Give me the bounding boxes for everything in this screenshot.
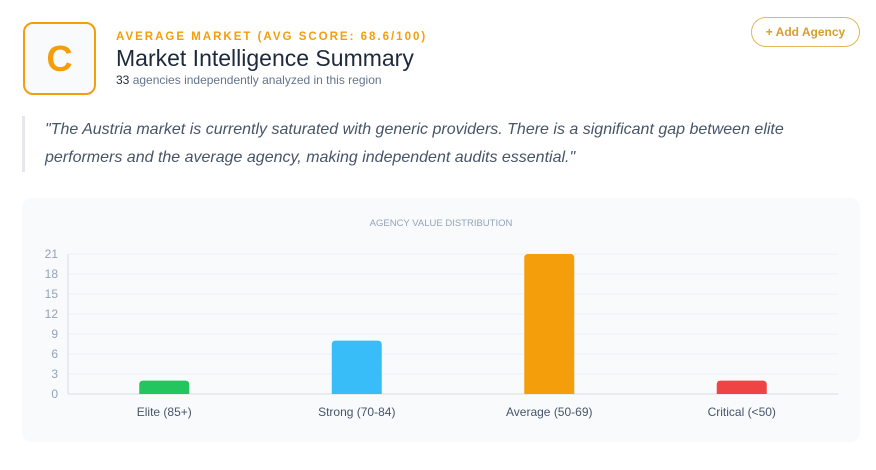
- y-tick-label: 6: [51, 347, 58, 361]
- y-tick-label: 12: [45, 307, 59, 321]
- x-tick-label: Critical (<50): [708, 405, 776, 419]
- y-tick-label: 15: [45, 287, 59, 301]
- bar-critical: [716, 380, 767, 394]
- chart-card: [22, 198, 860, 442]
- y-tick-label: 18: [45, 267, 59, 281]
- x-tick-label: Average (50-69): [506, 405, 593, 419]
- bar-strong: [331, 340, 382, 394]
- grade-badge: C: [23, 22, 96, 95]
- bar-elite: [139, 380, 190, 394]
- chart-title: AGENCY VALUE DISTRIBUTION: [370, 218, 513, 229]
- y-tick-label: 3: [51, 367, 58, 381]
- y-tick-label: 21: [45, 247, 59, 261]
- add-agency-button[interactable]: + Add Agency: [751, 17, 860, 47]
- market-quote: "The Austria market is currently saturat…: [22, 116, 822, 172]
- subtitle-text: agencies independently analyzed in this …: [129, 73, 382, 87]
- x-tick-label: Elite (85+): [137, 405, 192, 419]
- x-tick-label: Strong (70-84): [318, 405, 395, 419]
- market-status: AVERAGE MARKET (AVG SCORE: 68.6/100): [116, 31, 428, 43]
- page-title: Market Intelligence Summary: [116, 45, 414, 71]
- y-tick-label: 0: [51, 387, 58, 401]
- y-tick-label: 9: [51, 327, 58, 341]
- agency-count: 33: [116, 73, 130, 87]
- bar-average: [524, 254, 575, 394]
- subtitle: 33 agencies independently analyzed in th…: [116, 73, 382, 87]
